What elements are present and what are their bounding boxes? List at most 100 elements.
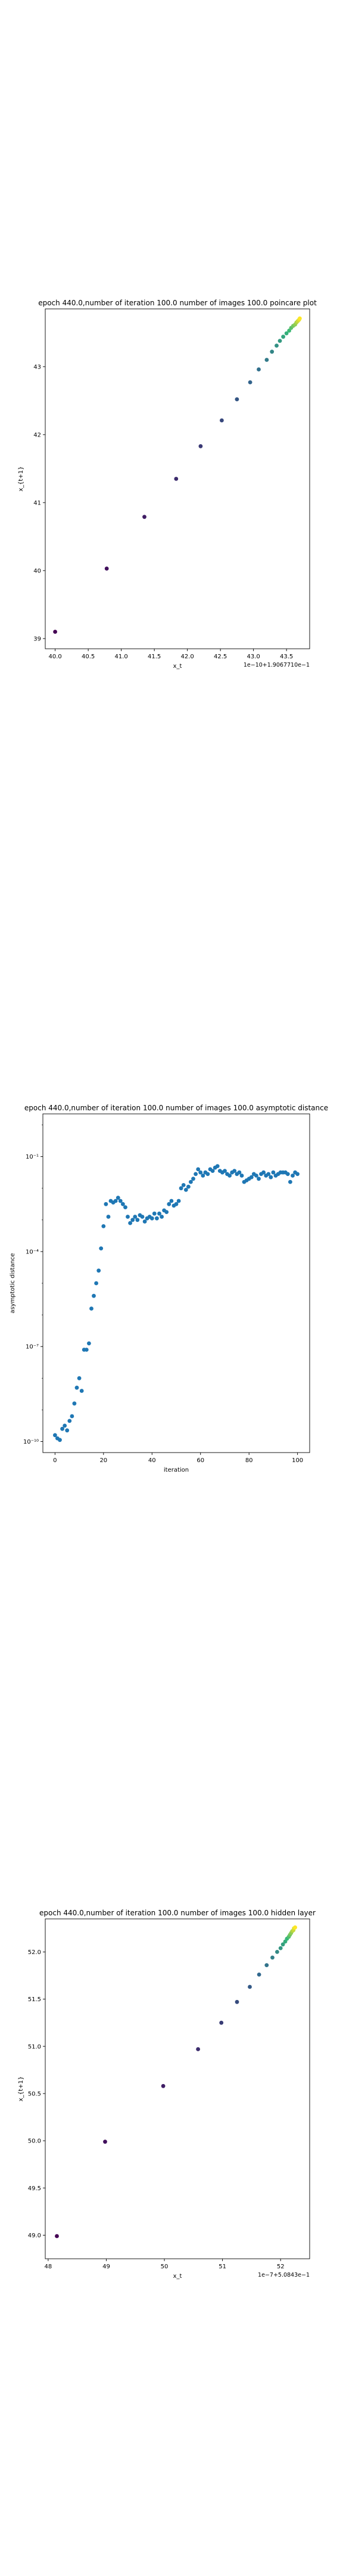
data-point [237, 1170, 242, 1175]
data-point [271, 1170, 276, 1175]
data-point [261, 1170, 266, 1175]
data-point [205, 1172, 210, 1176]
x-tick-label: 0 [53, 1457, 57, 1464]
data-point [174, 476, 179, 481]
data-point [189, 1179, 193, 1184]
data-point [235, 397, 239, 401]
data-point [72, 1401, 77, 1406]
data-point [104, 566, 109, 571]
data-point [96, 1268, 101, 1273]
data-point [84, 1348, 89, 1352]
data-point [266, 1172, 271, 1176]
data-point [191, 1176, 195, 1181]
y-tick-label: 10⁻⁴ [26, 1249, 39, 1255]
data-point [121, 1202, 125, 1206]
x-tick-label: 51 [219, 2264, 226, 2270]
axis-offset-text: 1e−10+1.9067710e−1 [244, 662, 310, 668]
y-axis-ticks: 10⁻¹⁰ 10⁻⁷ 10⁻⁴ 10⁻¹ [23, 1125, 43, 1445]
data-point [281, 335, 285, 339]
chart-2: epoch 440.0,number of iteration 100.0 nu… [10, 1104, 328, 1473]
data-point [196, 2047, 200, 2051]
x-tick-label: 49 [102, 2264, 110, 2270]
data-point [103, 2140, 107, 2144]
data-point [277, 339, 282, 343]
data-point [198, 444, 203, 448]
data-point [270, 1955, 275, 1960]
x-axis-label: iteration [164, 1467, 189, 1473]
y-tick-label: 43 [33, 364, 41, 370]
chart-title: epoch 440.0,number of iteration 100.0 nu… [39, 1909, 316, 1917]
data-point [118, 1199, 123, 1203]
data-point [130, 1218, 135, 1222]
data-point [210, 1169, 215, 1173]
x-tick-label: 43.5 [280, 654, 293, 660]
data-point [133, 1215, 138, 1219]
data-point [152, 1211, 157, 1216]
data-point [275, 1950, 279, 1954]
data-point [135, 1218, 140, 1222]
data-point [257, 367, 261, 371]
chart-3: epoch 440.0,number of iteration 100.0 nu… [18, 1909, 316, 2280]
chart-title: epoch 440.0,number of iteration 100.0 nu… [38, 299, 317, 307]
data-point [235, 1999, 239, 2004]
y-tick-label: 42 [33, 432, 41, 438]
data-point [140, 1215, 145, 1219]
x-tick-label: 42.5 [214, 654, 227, 660]
data-point [285, 1172, 290, 1176]
data-point [201, 1174, 205, 1178]
x-tick-label: 48 [45, 2264, 52, 2270]
x-tick-label: 20 [99, 1457, 107, 1464]
data-point [116, 1196, 120, 1200]
y-axis-label: x_{t+1} [18, 2076, 24, 2101]
y-tick-label: 51.5 [28, 1996, 41, 2003]
data-point [181, 1183, 186, 1187]
data-points [53, 316, 302, 634]
data-point [284, 331, 289, 336]
data-point [280, 1942, 285, 1947]
data-point [257, 1973, 261, 1977]
x-tick-label: 40.5 [82, 654, 95, 660]
x-tick-label: 42.0 [181, 654, 194, 660]
data-point [104, 1202, 108, 1206]
data-point [198, 1170, 203, 1175]
data-point [113, 1199, 118, 1203]
data-point [157, 1211, 161, 1216]
data-point [291, 1174, 295, 1178]
x-tick-label: 80 [245, 1457, 253, 1464]
x-tick-label: 52 [277, 2264, 285, 2270]
data-point [53, 1433, 57, 1438]
data-point [249, 1175, 254, 1179]
data-point [254, 1174, 258, 1178]
x-tick-label: 43.0 [247, 654, 260, 660]
data-point [164, 1210, 169, 1214]
data-point [239, 1174, 244, 1178]
data-point [74, 1385, 79, 1390]
data-point [155, 1216, 159, 1221]
x-tick-label: 60 [197, 1457, 204, 1464]
data-point [169, 1199, 174, 1203]
data-point [174, 1202, 179, 1206]
data-point [149, 1216, 154, 1221]
data-point [126, 1215, 130, 1219]
data-point [227, 1174, 232, 1178]
data-point [101, 1224, 106, 1228]
y-axis-label: asymptotic distance [10, 1253, 16, 1313]
y-axis-ticks: 39 40 41 42 43 [33, 364, 45, 642]
data-point [232, 1169, 237, 1173]
x-axis-label: x_t [173, 663, 182, 670]
data-point [293, 1925, 297, 1930]
data-point [223, 1169, 227, 1173]
y-tick-label: 50.0 [28, 2138, 41, 2145]
data-point [87, 1341, 91, 1346]
y-tick-label: 50.5 [28, 2091, 41, 2097]
data-point [89, 1306, 93, 1311]
data-points [53, 1164, 300, 1442]
chart-title: epoch 440.0,number of iteration 100.0 nu… [24, 1104, 328, 1112]
data-point [63, 1423, 67, 1428]
x-tick-label: 41.5 [148, 654, 161, 660]
data-point [288, 1179, 292, 1184]
x-tick-label: 41.0 [115, 654, 128, 660]
x-axis-label: x_t [173, 2273, 182, 2280]
data-point [142, 515, 146, 519]
data-point [257, 1176, 261, 1181]
